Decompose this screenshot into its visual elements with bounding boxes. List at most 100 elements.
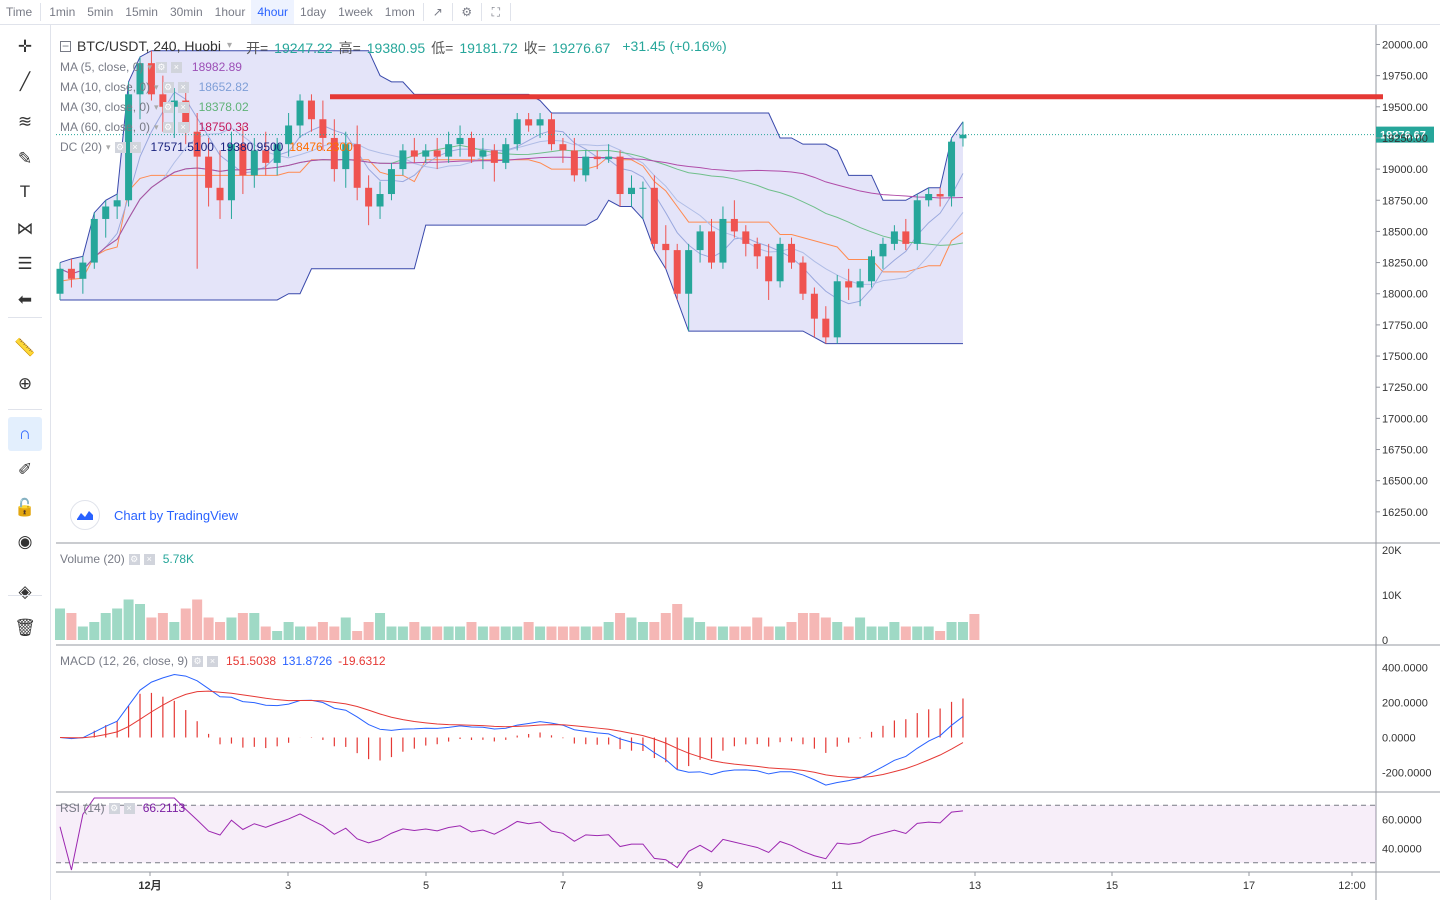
close-icon[interactable]: × — [123, 802, 135, 814]
ma5-legend[interactable]: MA (5, close, 0) ▾ ⚙ × 18982.89 — [60, 60, 242, 74]
ma60-legend[interactable]: MA (60, close, 0) ▾ ⚙ × 18750.33 — [60, 120, 249, 134]
interval-1day[interactable]: 1day — [300, 5, 327, 19]
candle-body — [673, 250, 681, 294]
interval-1mon[interactable]: 1mon — [384, 5, 415, 19]
price-axis-label: 19500.00 — [1382, 102, 1428, 114]
lock-icon[interactable]: 🔓 — [14, 498, 36, 517]
candle-body — [913, 200, 921, 244]
interval-4hour[interactable]: 4hour — [251, 0, 295, 24]
volume-bar — [443, 626, 454, 640]
candle — [776, 237, 784, 288]
ruler-icon[interactable]: 📏 — [14, 338, 36, 357]
ma10-legend[interactable]: MA (10, close, 0) ▾ ⚙ × 18652.82 — [60, 80, 249, 94]
volume-bar — [580, 626, 591, 640]
interval-1hour[interactable]: 1hour — [214, 5, 246, 19]
volume-bar — [535, 626, 546, 640]
candle-body — [559, 144, 567, 151]
crosshair-icon[interactable]: ✛ — [17, 37, 33, 56]
magnet-icon[interactable]: ∩ — [8, 417, 42, 451]
macd-legend[interactable]: MACD (12, 26, close, 9) ⚙ × 151.5038 131.8… — [60, 654, 386, 668]
settings-icon[interactable]: ⚙ — [114, 141, 126, 153]
lock-draw-icon[interactable]: ✐ — [17, 460, 33, 479]
interval-15min[interactable]: 15min — [125, 5, 158, 19]
price-axis-label: 17250.00 — [1382, 382, 1428, 394]
candle — [387, 162, 395, 201]
eye-icon[interactable]: ◉ — [17, 532, 33, 551]
close-icon[interactable]: × — [177, 81, 189, 93]
interval-30min[interactable]: 30min — [169, 5, 203, 19]
donchian-mid-line — [59, 156, 964, 282]
candle — [616, 150, 624, 207]
candle — [193, 113, 201, 269]
close-icon[interactable]: × — [170, 61, 182, 73]
interval-1week[interactable]: 1week — [338, 5, 373, 19]
volume-bar — [283, 622, 294, 640]
brush-icon[interactable]: ✎ — [17, 149, 33, 168]
settings-icon[interactable]: ⚙ — [461, 5, 473, 19]
collapse-icon[interactable]: − — [60, 39, 71, 53]
text-icon[interactable]: T — [19, 182, 31, 201]
candle — [696, 225, 704, 263]
layers-icon[interactable]: ◈ — [18, 582, 32, 601]
ma30-legend[interactable]: MA (30, close, 0) ▾ ⚙ × 18378.02 — [60, 100, 249, 114]
pattern-icon[interactable]: ⋈ — [16, 219, 34, 238]
fullscreen-icon[interactable]: ⛶ — [491, 4, 500, 19]
candle — [833, 275, 841, 344]
dropdown-icon[interactable]: ▾ — [226, 40, 232, 51]
settings-icon[interactable]: ⚙ — [162, 101, 174, 113]
rsi-band — [56, 805, 1376, 863]
candle — [742, 225, 750, 257]
time-axis-label: 11 — [831, 880, 842, 892]
volume-bar — [169, 622, 180, 640]
candle — [753, 237, 761, 269]
settings-icon[interactable]: ⚙ — [162, 121, 174, 133]
interval-1min[interactable]: 1min — [49, 5, 76, 19]
trendline-icon[interactable]: ╱ — [19, 72, 31, 91]
settings-icon[interactable]: ⚙ — [162, 81, 174, 93]
dc-legend[interactable]: DC (20) ▾ ⚙ × 17571.5100 19380.9500 18476.2… — [60, 140, 353, 154]
price-axis-label: 17500.00 — [1382, 351, 1428, 363]
volume-bar — [877, 626, 888, 640]
candle-body — [948, 141, 956, 197]
low-value: 19181.72 — [459, 40, 518, 56]
interval-5min[interactable]: 5min — [87, 5, 114, 19]
settings-icon[interactable]: ⚙ — [155, 61, 167, 73]
volume-legend[interactable]: Volume (20) ⚙ × 5.78K — [60, 552, 194, 566]
settings-icon[interactable]: ⚙ — [192, 655, 204, 667]
candle-body — [902, 231, 910, 244]
back-arrow-icon[interactable]: ⬅ — [17, 290, 33, 309]
candle — [90, 212, 98, 269]
indicator-icon[interactable]: ↗ — [432, 5, 443, 19]
time-axis-label: 12:00 — [1338, 880, 1366, 892]
measure-icon[interactable]: ☰ — [17, 254, 33, 273]
settings-icon[interactable]: ⚙ — [108, 802, 120, 814]
candle — [467, 131, 475, 163]
close-icon[interactable]: × — [143, 553, 155, 565]
candle — [513, 113, 521, 151]
candle-body — [387, 169, 395, 195]
volume-bar — [832, 622, 843, 640]
trash-icon[interactable]: 🗑 — [14, 618, 36, 637]
dc-mid-value: 18476.2300 — [289, 140, 353, 154]
rsi-legend[interactable]: RSI (14) ⚙ × 66.2113 — [60, 801, 185, 815]
tradingview-logo-icon — [70, 500, 100, 530]
dc-label: DC (20) — [60, 140, 103, 154]
ma60-value: 18750.33 — [198, 120, 249, 134]
volume-bar — [135, 604, 146, 640]
price-axis-label: 17000.00 — [1382, 413, 1428, 425]
interval-Time[interactable]: Time — [6, 5, 33, 19]
zoom-in-icon[interactable]: ⊕ — [17, 374, 33, 393]
settings-icon[interactable]: ⚙ — [128, 553, 140, 565]
close-icon[interactable]: × — [207, 655, 219, 667]
rsi-axis-label: 60.0000 — [1382, 815, 1422, 827]
candle — [102, 200, 110, 238]
tradingview-watermark[interactable]: Chart by TradingView — [70, 500, 238, 530]
close-icon[interactable]: × — [129, 141, 141, 153]
volume-bar — [317, 622, 328, 640]
macd-axis-label: 0.0000 — [1382, 733, 1416, 745]
close-icon[interactable]: × — [177, 121, 189, 133]
symbol-name[interactable]: BTC/USDT, 240, Huobi — [77, 38, 221, 54]
close-icon[interactable]: × — [177, 101, 189, 113]
fib-icon[interactable]: ≋ — [17, 112, 33, 131]
